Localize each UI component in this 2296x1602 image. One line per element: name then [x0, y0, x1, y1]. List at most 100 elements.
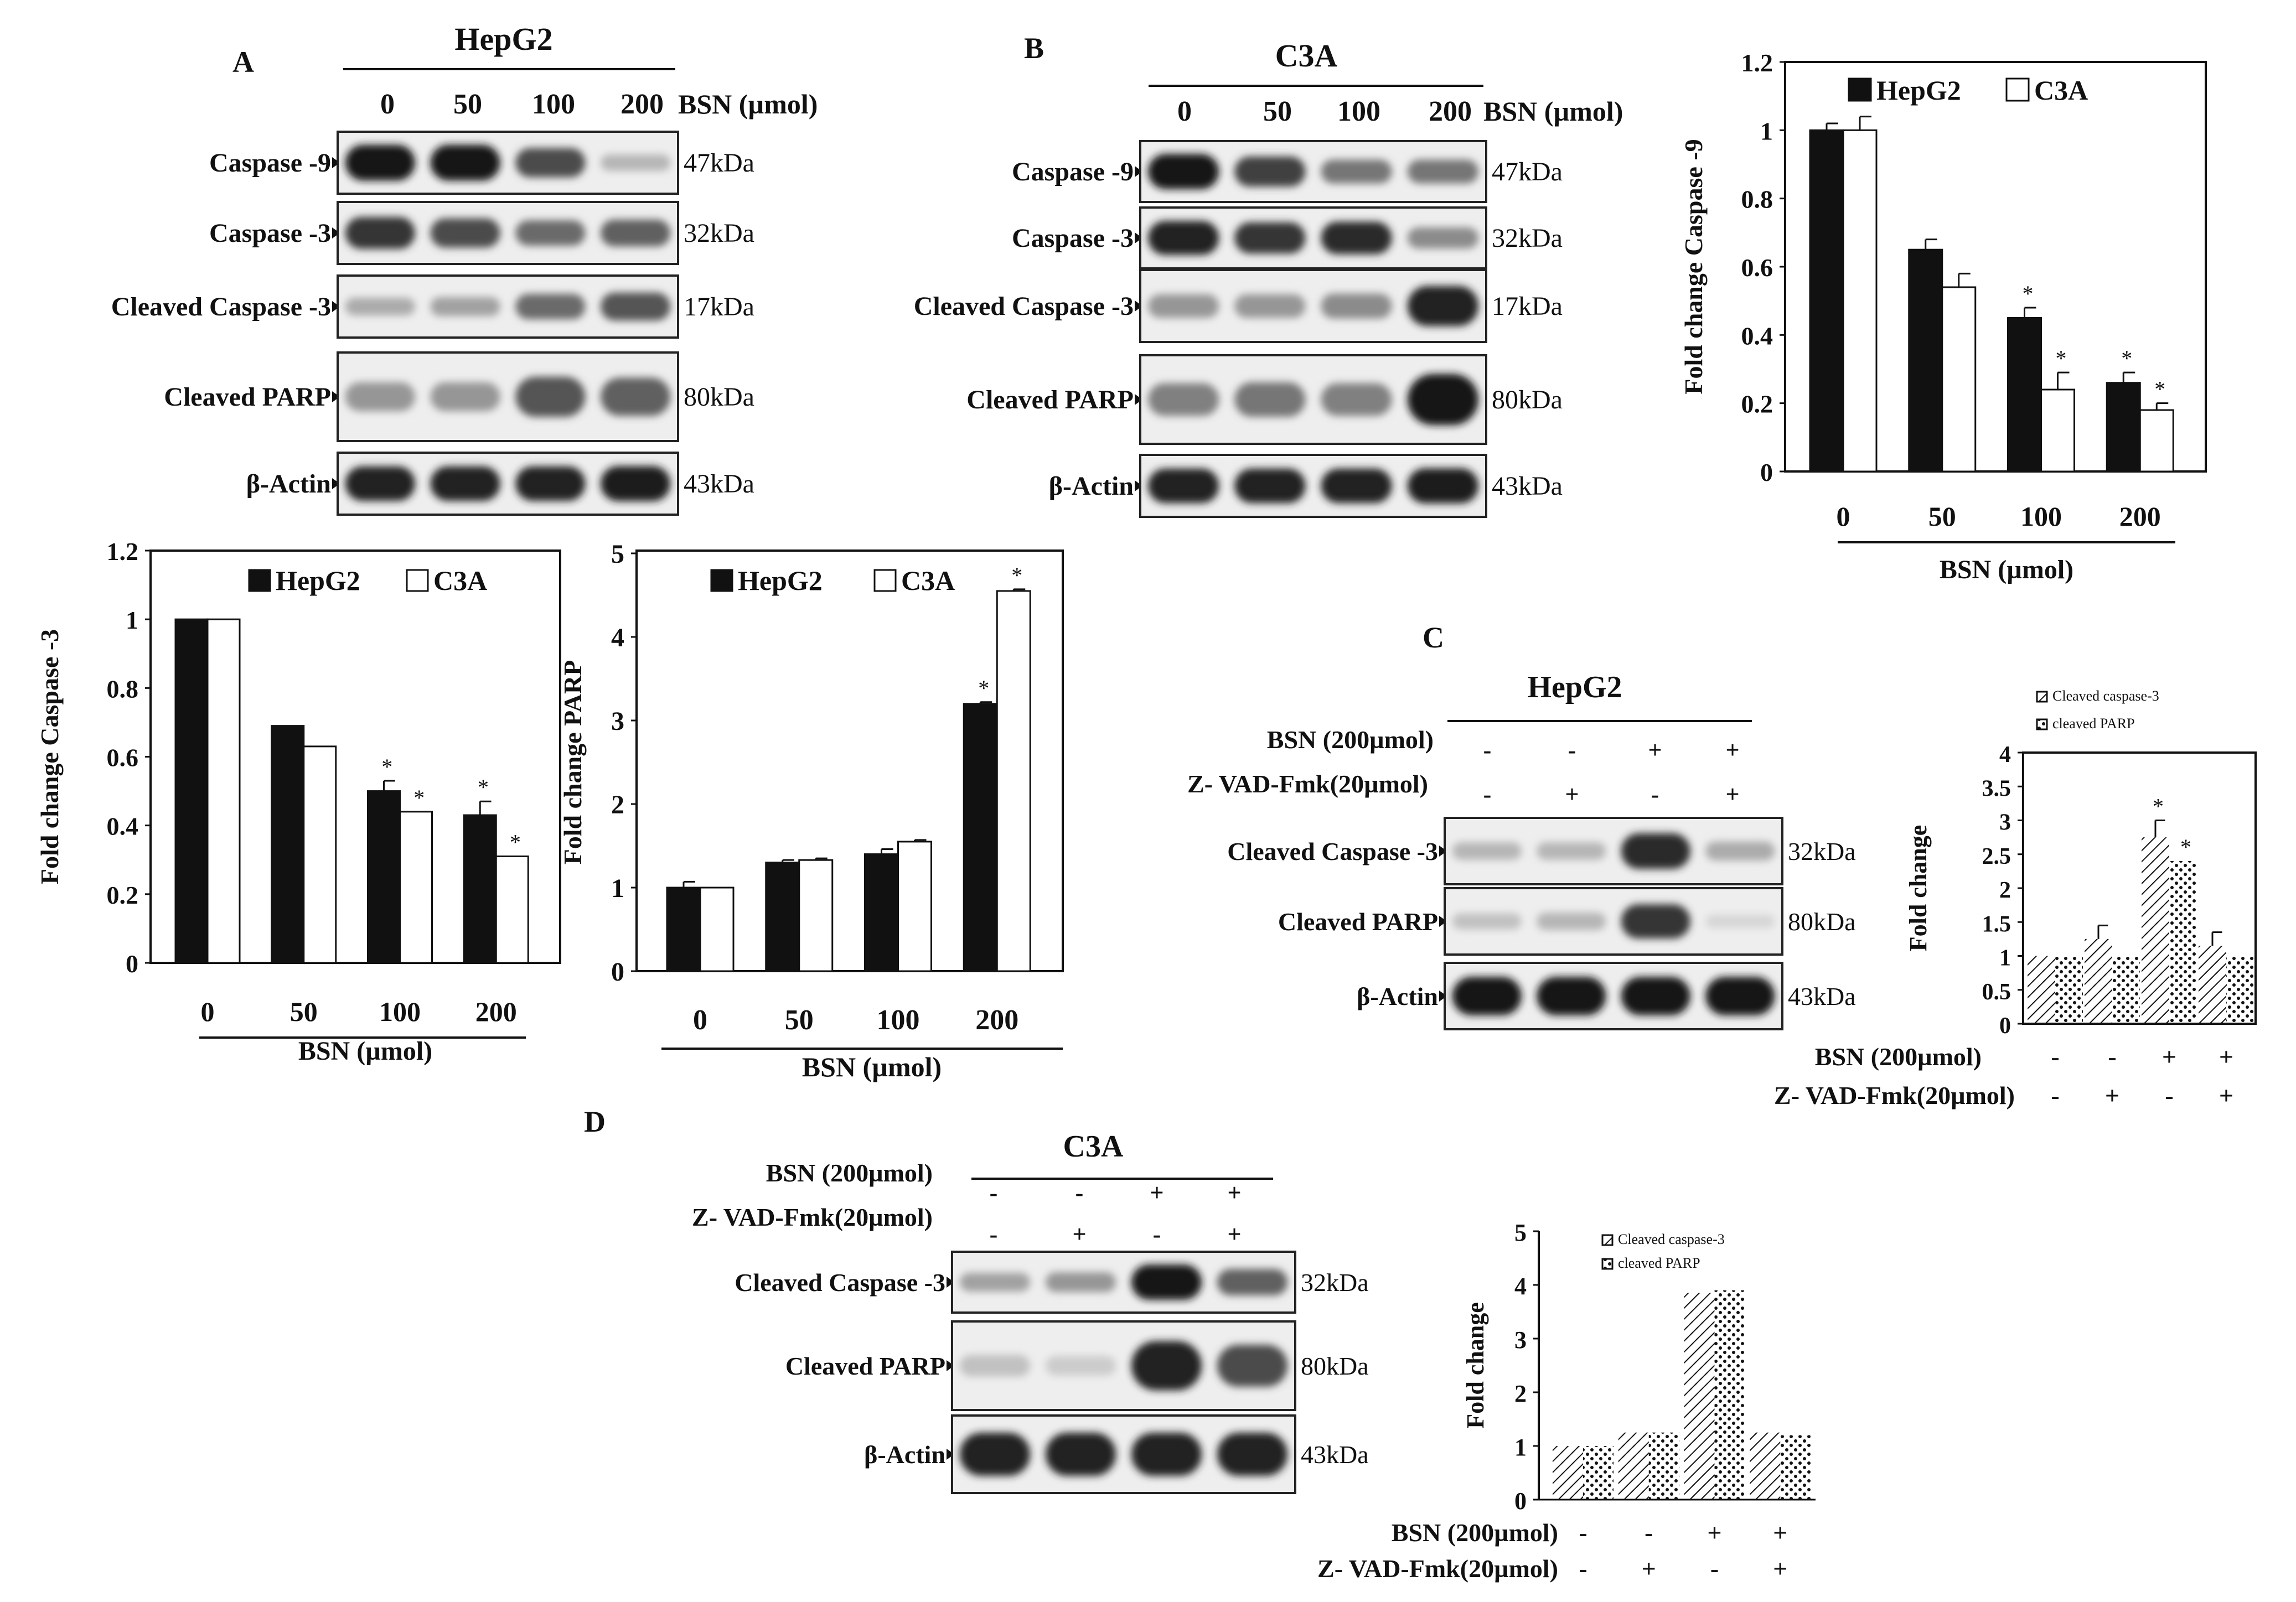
- dose-unit-label: BSN (µmol): [678, 89, 818, 120]
- dose-0: 0: [1177, 96, 1192, 127]
- blot-arrow: [1135, 480, 1142, 491]
- molecular-weight-label: 47kDa: [684, 148, 754, 178]
- blot-label: Caspase -9: [1012, 157, 1134, 186]
- y-tick-label: 4: [611, 623, 624, 652]
- chart-fold-change-parp: 0 1 2 3 4 5 Fold change PARP * * 0 50 100 200 BSN (µm…: [559, 540, 1064, 1082]
- chart-fold-change-caspase-9: 0 0.2 0.4 0.6 0.8 1 1.2 Fold change Caspase -9 *…: [1679, 49, 2207, 584]
- significance-asterisk: *: [2056, 346, 2067, 371]
- blot-label: β-Actin: [1357, 982, 1438, 1010]
- bar-cleaved-parp-3: [2169, 861, 2197, 1024]
- legend-label-c3a: C3A: [433, 565, 487, 596]
- blot-band: [601, 292, 671, 321]
- y-tick-label: 1: [126, 606, 138, 634]
- x-axis-label: BSN (µmol): [298, 1036, 432, 1066]
- blot-band: [1148, 221, 1219, 255]
- blot-label: Cleaved Caspase -3: [735, 1268, 945, 1297]
- x-tick-label: 50: [290, 996, 318, 1027]
- x-tick-label: 50: [785, 1004, 814, 1036]
- x-tick-label: 200: [2119, 501, 2161, 532]
- bar-c3a-200: [2139, 409, 2174, 473]
- legend-swatch-c3a: [2005, 77, 2030, 102]
- blot-row-cleaved-caspase-3: Cleaved Caspase -3 17kDa: [111, 274, 754, 339]
- bar-cleaved-parp-3: [1714, 1290, 1745, 1500]
- blot-band: [1131, 1264, 1202, 1300]
- treatment-sign: +: [1773, 1554, 1787, 1583]
- significance-asterisk: *: [1011, 563, 1022, 588]
- blot-label: Caspase -9: [209, 148, 331, 178]
- bar-cleaved-caspase-3-3: [1684, 1293, 1715, 1500]
- treatment-sign: +: [1648, 737, 1662, 764]
- treatment-sign: -: [1153, 1221, 1161, 1248]
- blot-band: [1621, 977, 1690, 1015]
- treatment-sign: -: [1710, 1554, 1719, 1583]
- legend-swatch-cleaved-caspase-3: [1601, 1234, 1614, 1246]
- y-tick-label: 4: [1514, 1273, 1527, 1300]
- blot-row-cleaved-parp: Cleaved PARP 80kDa: [785, 1320, 1369, 1411]
- chart-legend: HepG2 C3A: [710, 565, 955, 596]
- treatment-sign: +: [1150, 1179, 1163, 1206]
- blot-band: [1131, 1432, 1202, 1476]
- bar-hepg2-0: [1809, 129, 1844, 473]
- chart-fold-change-caspase-3: 0 0.2 0.4 0.6 0.8 1 1.2 Fold change Caspase -3 *…: [35, 537, 561, 1066]
- molecular-weight-label: 80kDa: [1788, 908, 1856, 936]
- dose-50: 50: [453, 89, 482, 120]
- treatment-label: BSN (200µmol): [1815, 1043, 1982, 1071]
- x-tick-label: 200: [975, 1004, 1018, 1036]
- blot-band: [1217, 1345, 1288, 1387]
- blot-band: [1217, 1269, 1288, 1295]
- blot-band: [601, 466, 671, 501]
- bar-hepg2-0: [666, 886, 701, 972]
- blot-band: [1148, 294, 1219, 318]
- chart-legend: Cleaved caspase-3 cleaved PARP: [1601, 1231, 1725, 1271]
- blot-band: [1045, 1432, 1116, 1476]
- blot-band: [1234, 294, 1306, 318]
- cell-line-title: C3A: [1275, 38, 1338, 74]
- treatment-label: Z- VAD-Fmk(20µmol): [1774, 1081, 2015, 1110]
- y-tick-label: 0.6: [107, 744, 139, 772]
- bar-c3a-0: [1842, 129, 1878, 473]
- legend-swatch-cleaved-parp: [1601, 1258, 1614, 1270]
- y-axis-label: Fold change: [1905, 825, 1932, 952]
- bar-hepg2-200: [2106, 382, 2141, 473]
- cell-line-title: HepG2: [1527, 670, 1622, 704]
- y-tick-label: 4: [1999, 742, 2011, 768]
- bar-hepg2-200: [463, 814, 497, 964]
- treatment-sign: -: [1651, 781, 1659, 808]
- significance-asterisk: *: [510, 830, 521, 855]
- treatment-sign: -: [990, 1179, 998, 1206]
- blot-band: [1234, 382, 1306, 417]
- bar-cleaved-caspase-3-1: [2028, 956, 2055, 1024]
- blot-arrow: [332, 478, 340, 489]
- bar-cleaved-caspase-3-2: [1618, 1432, 1649, 1500]
- blot-arrow: [1135, 394, 1142, 405]
- y-tick-label: 2: [1999, 878, 2011, 903]
- treatment-sign: -: [2051, 1081, 2059, 1110]
- y-tick-label: 0.2: [1741, 390, 1773, 418]
- bar-c3a-50: [303, 745, 337, 964]
- blot-band: [1148, 468, 1219, 504]
- y-tick-label: 1.5: [1982, 911, 2011, 937]
- significance-asterisk: *: [2023, 281, 2034, 306]
- blot-row-cleaved-caspase-3: Cleaved Caspase -3 17kDa: [914, 269, 1563, 343]
- blot-band: [1234, 468, 1306, 504]
- blot-label: Cleaved Caspase -3: [111, 292, 331, 322]
- treatment-sign: +: [2105, 1081, 2119, 1110]
- dose-100: 100: [1337, 96, 1380, 127]
- molecular-weight-label: 47kDa: [1492, 157, 1563, 186]
- blot-row-cleaved-caspase-3: Cleaved Caspase -3 32kDa: [1227, 817, 1856, 885]
- blot-panel-a: HepG2 0 50 100 200 BSN (µmol) Caspase -9…: [111, 21, 818, 516]
- treatment-sign: +: [1642, 1554, 1656, 1583]
- significance-asterisk: *: [2121, 346, 2132, 371]
- bar-cleaved-parp-2: [2112, 956, 2140, 1024]
- blot-band: [1131, 1341, 1202, 1391]
- blot-arrow: [1135, 166, 1142, 177]
- blot-band: [1705, 977, 1775, 1015]
- panel-letter-c: C: [1423, 621, 1444, 654]
- significance-asterisk: *: [2154, 377, 2165, 402]
- blot-band: [959, 1355, 1031, 1377]
- treatment-sign: -: [1568, 737, 1576, 764]
- chart-legend: HepG2 C3A: [1848, 75, 2088, 106]
- y-tick-label: 1: [1999, 946, 2011, 971]
- treatment-label-zvad: Z- VAD-Fmk(20µmol): [692, 1203, 933, 1231]
- blot-band: [345, 466, 415, 501]
